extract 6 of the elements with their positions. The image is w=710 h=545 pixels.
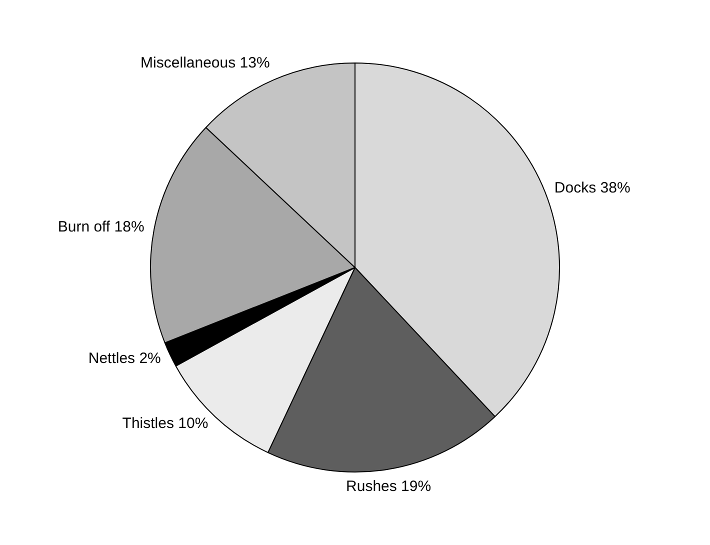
slice-label: Nettles 2%	[88, 350, 161, 367]
slice-label: Thistles 10%	[122, 415, 208, 432]
slice-label: Burn off 18%	[58, 218, 144, 236]
slice-label: Docks 38%	[554, 180, 630, 197]
slice-label: Miscellaneous 13%	[140, 54, 270, 72]
slice-label: Rushes 19%	[346, 478, 432, 495]
